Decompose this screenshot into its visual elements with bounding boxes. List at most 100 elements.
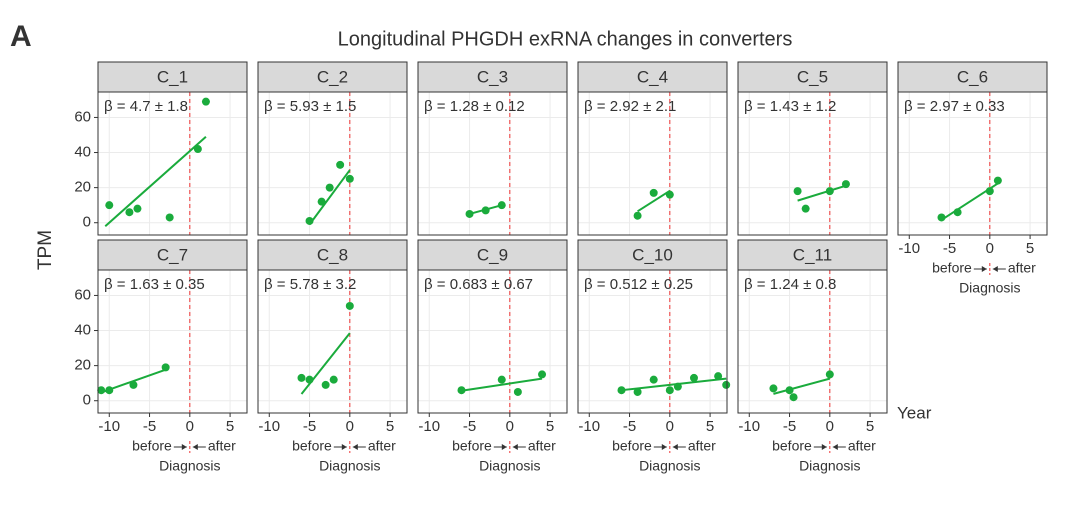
before-label: before [612, 438, 652, 454]
data-point [125, 208, 134, 217]
data-point [617, 386, 626, 395]
diagnosis-label: Diagnosis [479, 458, 540, 474]
y-tick-label: 0 [83, 214, 91, 231]
data-point [336, 160, 345, 169]
fit-line [300, 332, 351, 395]
diagnosis-label: Diagnosis [959, 280, 1020, 296]
before-label: before [452, 438, 492, 454]
data-point [538, 370, 547, 379]
facet-title: C_4 [637, 67, 668, 86]
x-tick-label: 5 [546, 418, 554, 435]
panel-border [897, 91, 1048, 236]
x-tick-label: 5 [866, 418, 874, 435]
data-point [465, 209, 474, 218]
data-point [481, 206, 490, 215]
strip [417, 61, 568, 93]
diagnosis-label: Diagnosis [639, 458, 700, 474]
x-tick-label: -5 [143, 418, 156, 435]
y-tick-label: 60 [74, 108, 91, 125]
facet-title: C_11 [793, 245, 832, 264]
facet-title: C_8 [317, 245, 348, 264]
data-point [785, 386, 794, 395]
arrow-head [661, 444, 667, 450]
strip [737, 61, 888, 93]
data-point [714, 372, 723, 381]
data-point [722, 380, 731, 389]
data-point [825, 187, 834, 196]
plot-area [898, 92, 1047, 235]
data-point [633, 211, 642, 220]
x-tick-label: -5 [303, 418, 316, 435]
x-tick-label: 5 [706, 418, 714, 435]
plot-area [258, 92, 407, 235]
facet-title: C_1 [157, 67, 188, 86]
data-point [345, 301, 354, 310]
data-point [793, 187, 802, 196]
strip [577, 239, 728, 271]
panel-border [97, 91, 248, 236]
data-point [789, 393, 798, 402]
panel-border [737, 91, 888, 236]
plot-area [738, 92, 887, 235]
diagnosis-label: Diagnosis [319, 458, 380, 474]
panel-border [257, 91, 408, 236]
diagnosis-label: Diagnosis [799, 458, 860, 474]
beta-annotation: β = 0.512 ± 0.25 [584, 276, 693, 293]
y-tick-label: 20 [74, 357, 91, 374]
x-tick-label: 0 [506, 418, 514, 435]
data-point [993, 176, 1002, 185]
data-point [513, 387, 522, 396]
arrow-head [981, 266, 987, 272]
fit-line [104, 135, 207, 227]
x-tick-label: -10 [738, 418, 760, 435]
fit-line [797, 184, 847, 202]
x-axis-label: Year [897, 403, 932, 422]
arrow-head [181, 444, 187, 450]
data-point [345, 174, 354, 183]
diagnosis-label: Diagnosis [159, 458, 220, 474]
data-point [105, 201, 114, 210]
figure-title: Longitudinal PHGDH exRNA changes in conv… [338, 28, 793, 50]
facet-title: C_2 [317, 67, 348, 86]
data-point [321, 380, 330, 389]
beta-annotation: β = 1.28 ± 0.12 [424, 98, 525, 115]
plot-area [418, 270, 567, 413]
arrow-head [501, 444, 507, 450]
arrow-head [512, 444, 518, 450]
arrow-head [192, 444, 198, 450]
beta-annotation: β = 5.78 ± 3.2 [264, 276, 356, 293]
panel-border [577, 269, 728, 414]
strip [897, 61, 1048, 93]
plot-area [738, 270, 887, 413]
x-tick-label: -10 [418, 418, 440, 435]
data-point [325, 183, 334, 192]
data-point [317, 197, 326, 206]
y-tick-label: 60 [74, 286, 91, 303]
after-label: after [688, 438, 716, 454]
data-point [457, 386, 466, 395]
x-tick-label: 0 [826, 418, 834, 435]
beta-annotation: β = 2.97 ± 0.33 [904, 98, 1005, 115]
data-point [665, 190, 674, 199]
data-point [165, 213, 174, 222]
beta-annotation: β = 4.7 ± 1.8 [104, 98, 188, 115]
y-tick-label: 0 [83, 392, 91, 409]
x-tick-label: -10 [98, 418, 120, 435]
facet-title: C_3 [477, 67, 508, 86]
beta-annotation: β = 1.63 ± 0.35 [104, 276, 205, 293]
arrow-head [821, 444, 827, 450]
panel-border [577, 91, 728, 236]
beta-annotation: β = 1.43 ± 1.2 [744, 98, 836, 115]
panel-border [737, 269, 888, 414]
panel-border [257, 269, 408, 414]
beta-annotation: β = 2.92 ± 2.1 [584, 98, 676, 115]
x-tick-label: -5 [623, 418, 636, 435]
data-point [649, 188, 658, 197]
fit-line [773, 377, 831, 395]
x-tick-label: -10 [258, 418, 280, 435]
data-point [201, 97, 210, 106]
panel-border [97, 269, 248, 414]
data-point [825, 370, 834, 379]
data-point [297, 373, 306, 382]
